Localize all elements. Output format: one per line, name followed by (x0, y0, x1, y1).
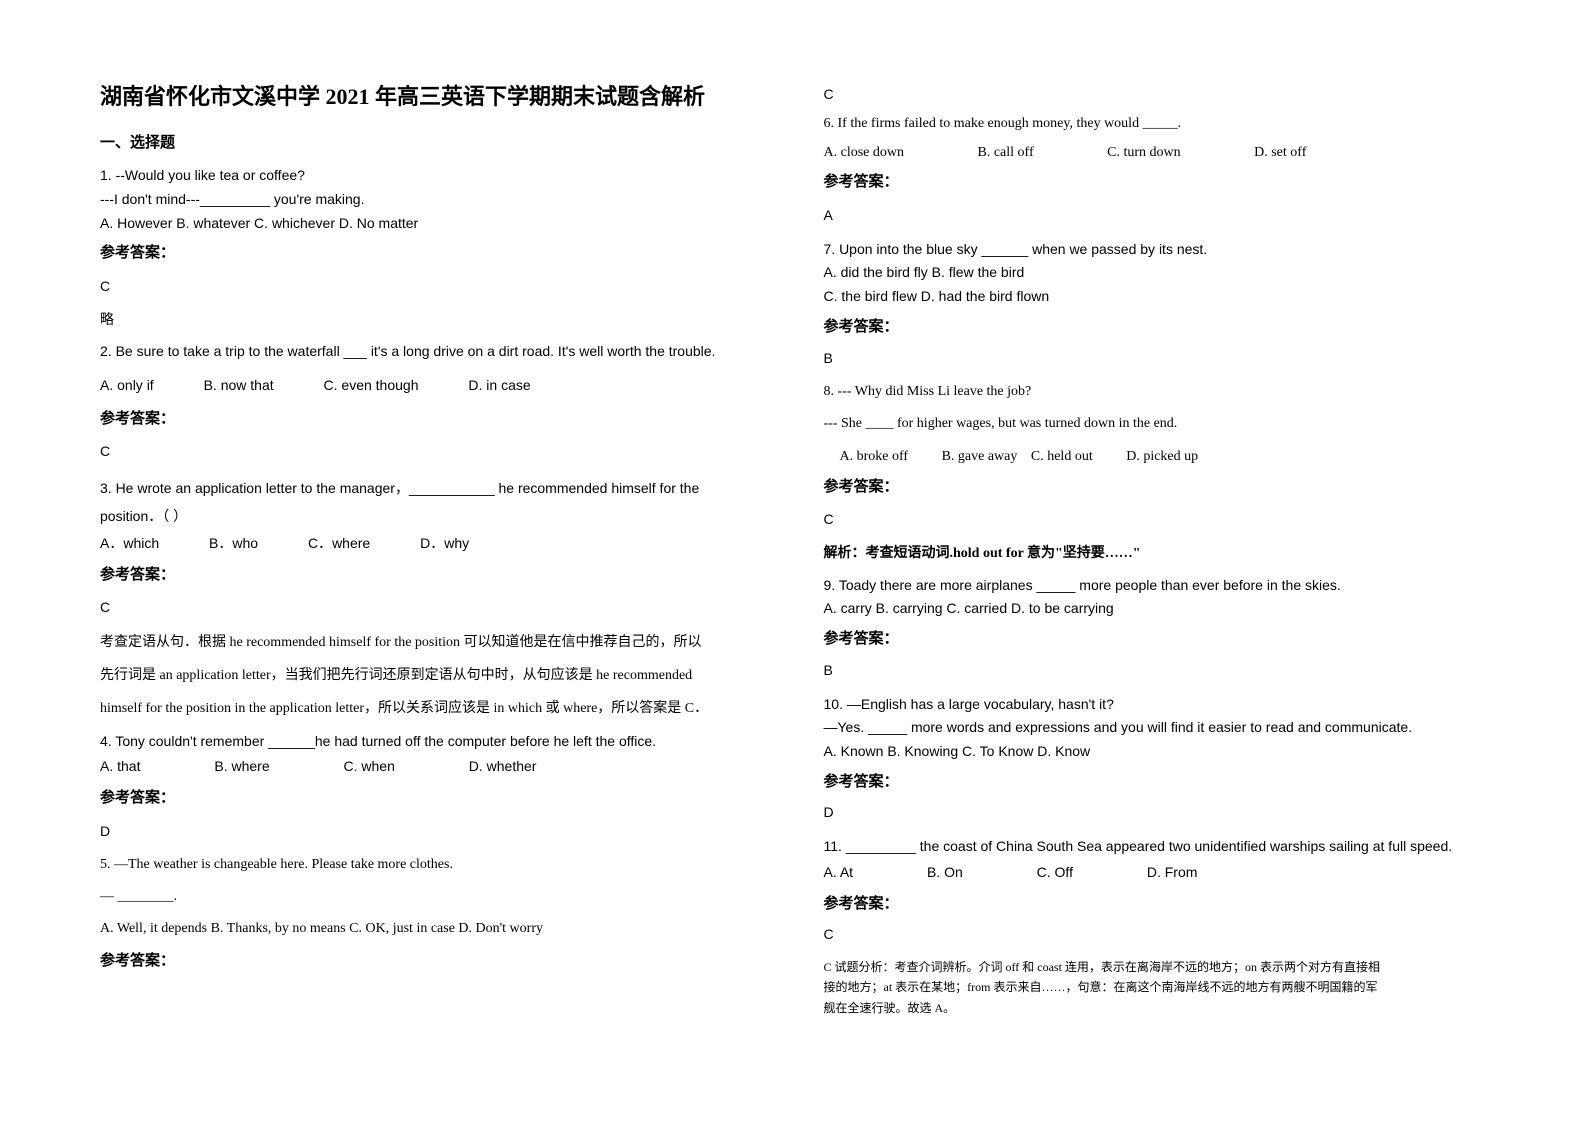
q6-opt-a: A. close down (824, 140, 905, 167)
question-7: 7. Upon into the blue sky ______ when we… (824, 238, 1488, 371)
q8-opt-d: D. picked up (1126, 444, 1198, 471)
q10-answer: D (824, 801, 1488, 825)
left-column: 湖南省怀化市文溪中学 2021 年高三英语下学期期末试题含解析 一、选择题 1.… (100, 80, 764, 1092)
question-5: 5. —The weather is changeable here. Plea… (100, 853, 764, 974)
question-8: 8. --- Why did Miss Li leave the job? --… (824, 380, 1488, 565)
q3-answer-label: 参考答案： (100, 563, 764, 589)
q11-options: A. At B. On C. Off D. From (824, 859, 1488, 886)
q7-answer: B (824, 347, 1488, 371)
q11-expl2: 接的地方；at 表示在某地；from 表示来自……，句意：在离这个南海岸线不远的… (824, 977, 1488, 997)
q2-answer-label: 参考答案： (100, 407, 764, 433)
q8-line2: --- She ____ for higher wages, but was t… (824, 412, 1488, 436)
q5-answer: C (824, 86, 1488, 102)
q8-options: A. broke off B. gave away C. held out D.… (824, 444, 1488, 471)
q3-opt-c: C．where (308, 530, 370, 557)
q8-opt-a: A. broke off (840, 444, 909, 471)
q3-line1: 3. He wrote an application letter to the… (100, 474, 764, 502)
q11-answer: C (824, 923, 1488, 947)
q8-line1: 8. --- Why did Miss Li leave the job? (824, 380, 1488, 404)
q1-line2: ---I don't mind---_________ you're makin… (100, 188, 764, 212)
question-10: 10. —English has a large vocabulary, has… (824, 693, 1488, 826)
q2-answer: C (100, 440, 764, 464)
q6-answer: A (824, 204, 1488, 228)
q3-answer: C (100, 596, 764, 620)
q4-opt-c: C. when (344, 753, 395, 780)
q4-opt-b: B. where (214, 753, 269, 780)
q4-line1: 4. Tony couldn't remember ______he had t… (100, 730, 764, 754)
q11-opt-c: C. Off (1037, 859, 1073, 886)
q8-expl: 解析：考查短语动词.hold out for 意为"坚持要……" (824, 542, 1488, 566)
q5-line1: 5. —The weather is changeable here. Plea… (100, 853, 764, 877)
q6-options: A. close down B. call off C. turn down D… (824, 140, 1488, 167)
q8-answer: C (824, 508, 1488, 532)
q2-line1: 2. Be sure to take a trip to the waterfa… (100, 340, 764, 364)
q4-opt-a: A. that (100, 753, 140, 780)
q10-line2: —Yes. _____ more words and expressions a… (824, 716, 1488, 740)
q2-options: A. only if B. now that C. even though D.… (100, 372, 764, 399)
q2-opt-d: D. in case (468, 372, 530, 399)
question-3: 3. He wrote an application letter to the… (100, 474, 764, 721)
q2-opt-b: B. now that (204, 372, 274, 399)
question-9: 9. Toady there are more airplanes _____ … (824, 574, 1488, 683)
q1-answer-label: 参考答案： (100, 241, 764, 267)
q11-expl3: 舰在全速行驶。故选 A。 (824, 998, 1488, 1018)
q4-options: A. that B. where C. when D. whether (100, 753, 764, 780)
q4-answer-label: 参考答案： (100, 786, 764, 812)
q7-line2: A. did the bird fly B. flew the bird (824, 261, 1488, 285)
q6-opt-d: D. set off (1254, 140, 1306, 167)
q9-line1: 9. Toady there are more airplanes _____ … (824, 574, 1488, 598)
q9-options: A. carry B. carrying C. carried D. to be… (824, 597, 1488, 621)
q11-opt-b: B. On (927, 859, 963, 886)
q6-line1: 6. If the firms failed to make enough mo… (824, 112, 1488, 136)
q6-answer-label: 参考答案： (824, 170, 1488, 196)
q5-answer-label: 参考答案： (100, 949, 764, 975)
q11-expl1: C 试题分析：考查介词辨析。介词 off 和 coast 连用，表示在离海岸不远… (824, 957, 1488, 977)
q4-answer: D (100, 820, 764, 844)
q1-answer: C (100, 275, 764, 299)
q3-expl2: 先行词是 an application letter，当我们把先行词还原到定语从… (100, 663, 764, 688)
q3-line2: position．（ ） (100, 502, 764, 530)
q3-opt-d: D．why (420, 530, 469, 557)
q4-opt-d: D. whether (469, 753, 537, 780)
question-1: 1. --Would you like tea or coffee? ---I … (100, 164, 764, 332)
q6-opt-c: C. turn down (1107, 140, 1181, 167)
right-column: C 6. If the firms failed to make enough … (824, 80, 1488, 1092)
q5-line2: — ________. (100, 885, 764, 909)
q3-opt-b: B．who (209, 530, 258, 557)
q10-answer-label: 参考答案： (824, 770, 1488, 796)
question-2: 2. Be sure to take a trip to the waterfa… (100, 340, 764, 464)
q11-opt-d: D. From (1147, 859, 1198, 886)
q1-options: A. However B. whatever C. whichever D. N… (100, 212, 764, 236)
q3-expl1: 考查定语从句．根据 he recommended himself for the… (100, 630, 764, 655)
q11-line1: 11. _________ the coast of China South S… (824, 835, 1488, 859)
q5-options: A. Well, it depends B. Thanks, by no mea… (100, 917, 764, 941)
q11-answer-label: 参考答案： (824, 892, 1488, 918)
page-title: 湖南省怀化市文溪中学 2021 年高三英语下学期期末试题含解析 (100, 80, 764, 113)
q8-expl-text: 解析：考查短语动词.hold out for 意为"坚持要……" (824, 546, 1141, 561)
q1-line1: 1. --Would you like tea or coffee? (100, 164, 764, 188)
q7-line1: 7. Upon into the blue sky ______ when we… (824, 238, 1488, 262)
q1-note: 略 (100, 309, 764, 333)
question-6: 6. If the firms failed to make enough mo… (824, 112, 1488, 228)
q8-answer-label: 参考答案： (824, 475, 1488, 501)
q3-opt-a: A．which (100, 530, 159, 557)
section-header: 一、选择题 (100, 131, 764, 152)
question-4: 4. Tony couldn't remember ______he had t… (100, 730, 764, 844)
q3-expl3: himself for the position in the applicat… (100, 696, 764, 721)
q10-line1: 10. —English has a large vocabulary, has… (824, 693, 1488, 717)
q10-options: A. Known B. Knowing C. To Know D. Know (824, 740, 1488, 764)
q6-opt-b: B. call off (978, 140, 1034, 167)
q9-answer-label: 参考答案： (824, 627, 1488, 653)
q8-opt-b: B. gave away (942, 444, 1018, 471)
q9-answer: B (824, 659, 1488, 683)
q7-line3: C. the bird flew D. had the bird flown (824, 285, 1488, 309)
q7-answer-label: 参考答案： (824, 315, 1488, 341)
q8-opt-c: C. held out (1031, 444, 1093, 471)
q11-opt-a: A. At (824, 859, 854, 886)
q3-options: A．which B．who C．where D．why (100, 530, 764, 557)
q2-opt-c: C. even though (324, 372, 419, 399)
q2-opt-a: A. only if (100, 372, 154, 399)
question-11: 11. _________ the coast of China South S… (824, 835, 1488, 1018)
